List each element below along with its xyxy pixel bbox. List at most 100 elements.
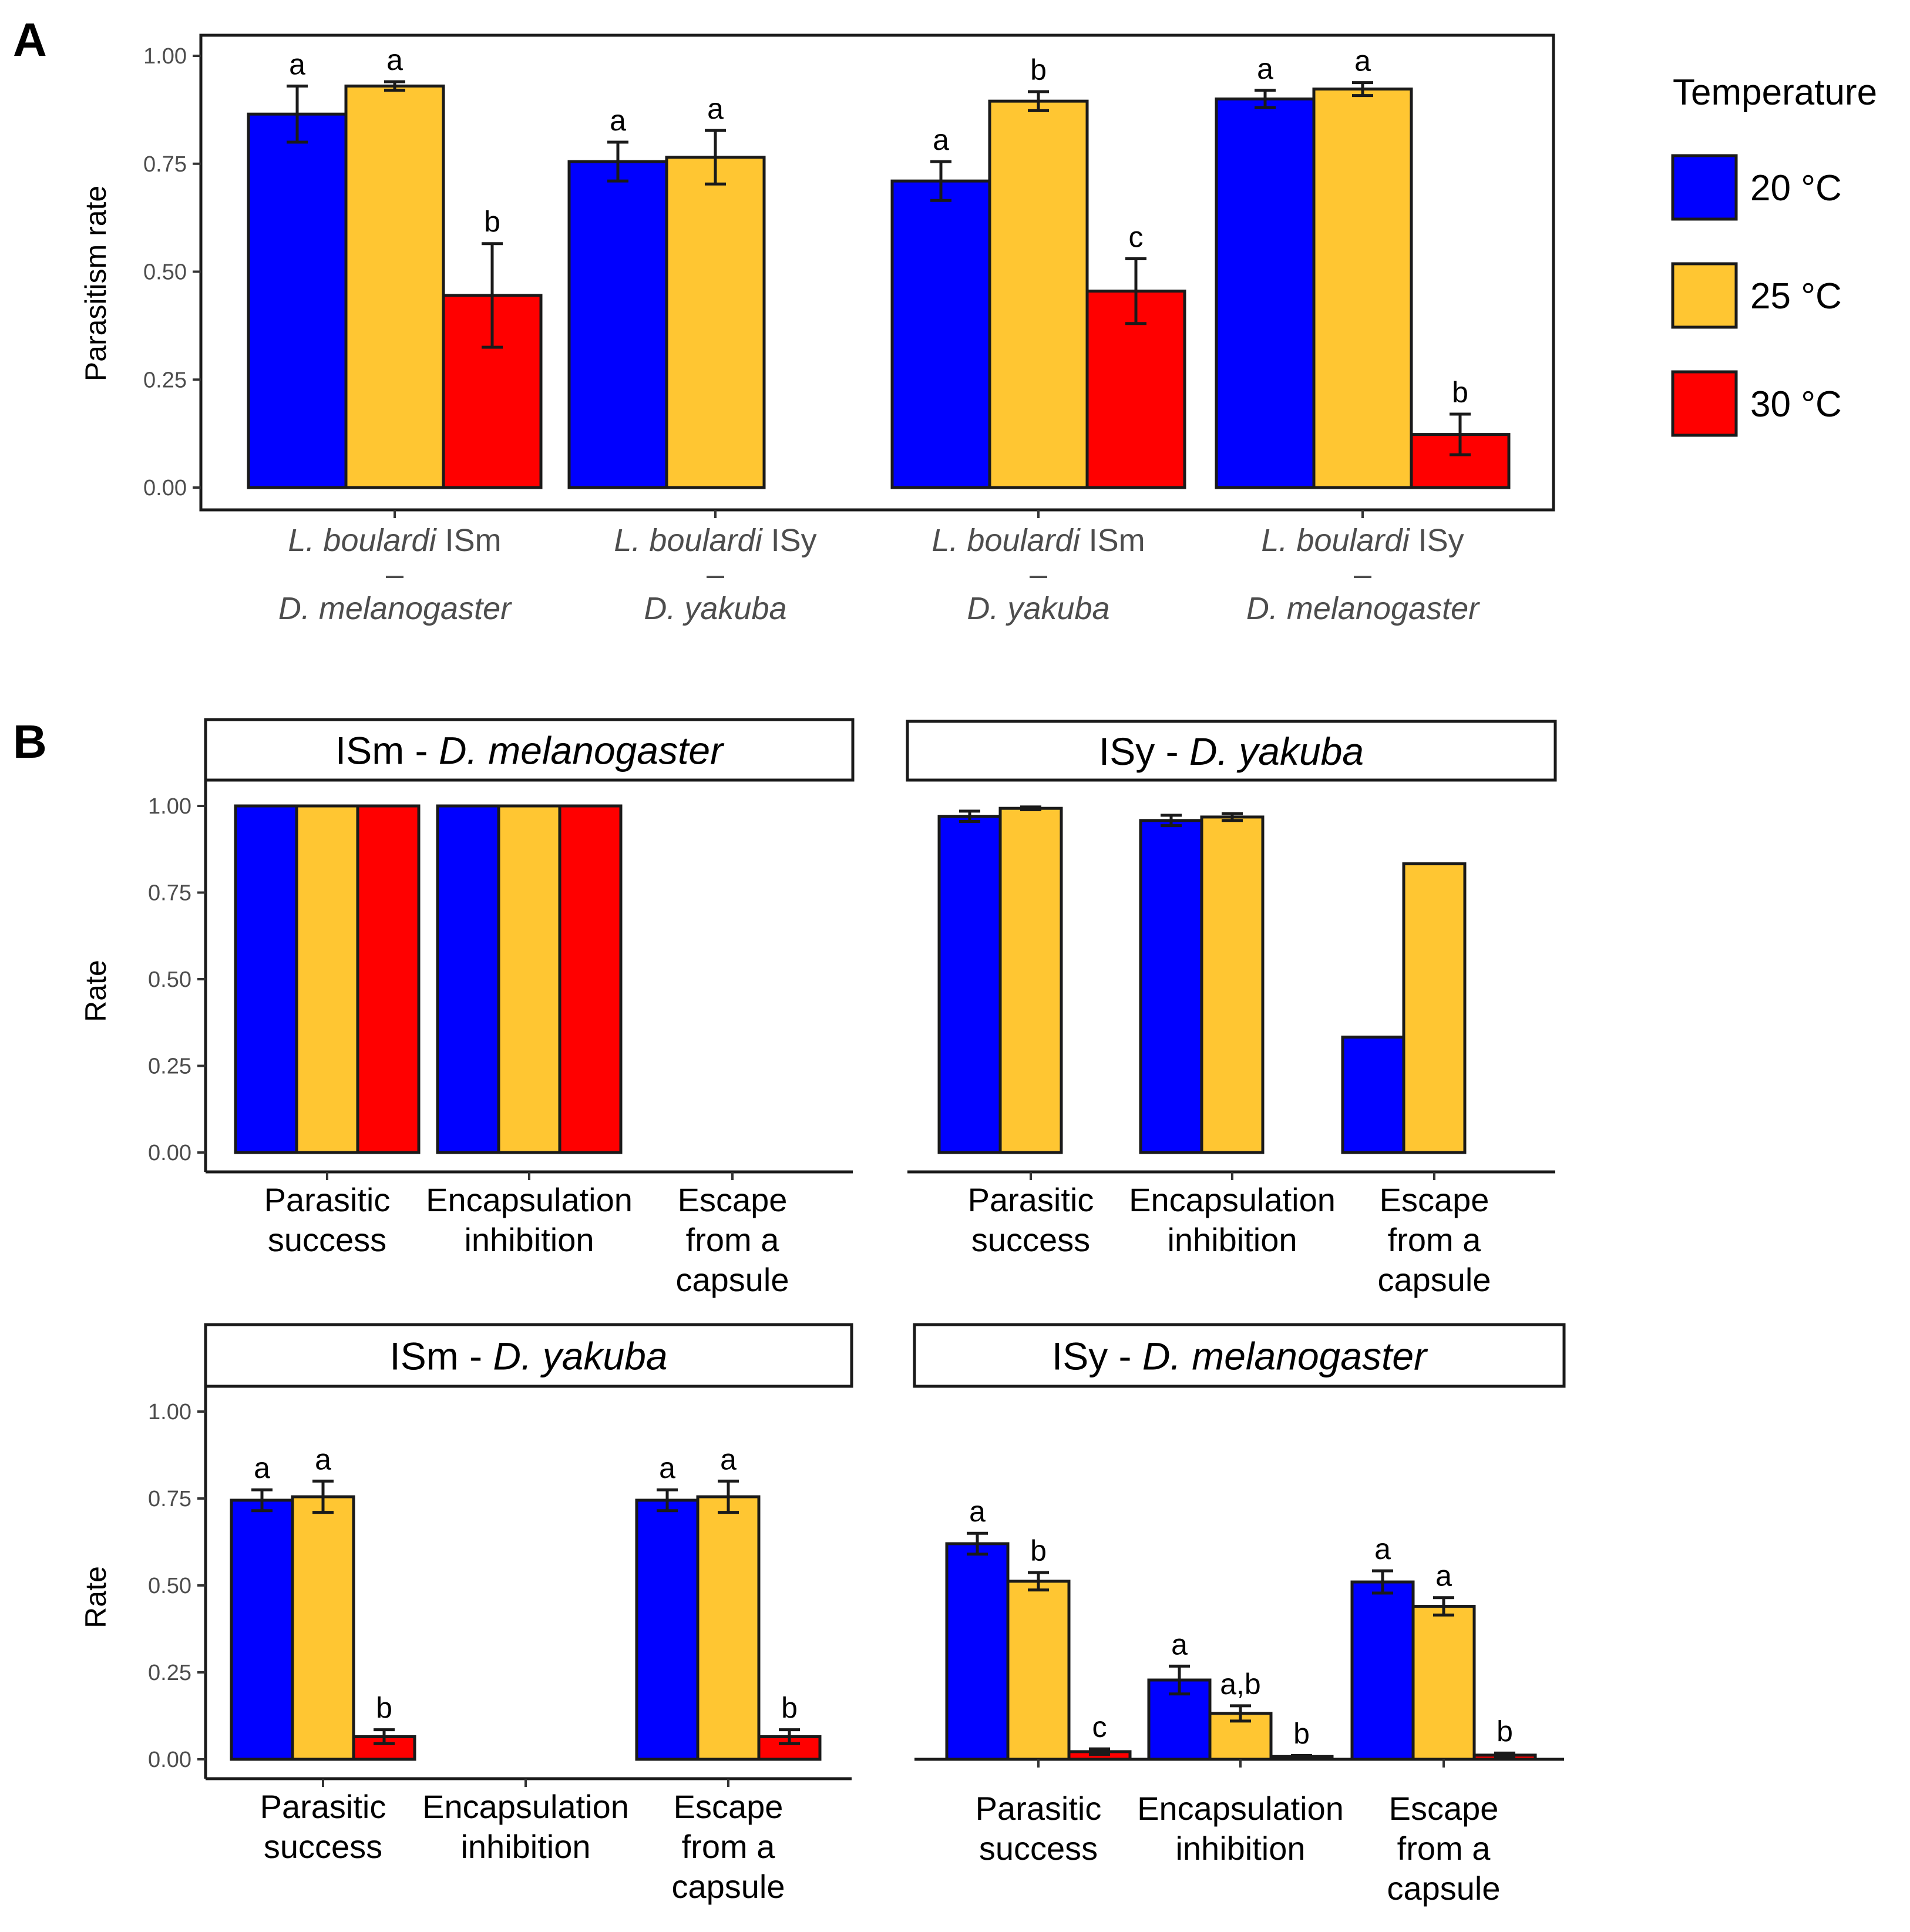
x-category-label: success <box>264 1828 382 1865</box>
bar-25c <box>295 804 359 1154</box>
x-category-strain: – <box>1354 557 1371 592</box>
significance-letter: a <box>254 1451 270 1484</box>
x-category-species: L. boulardi <box>932 523 1081 558</box>
y-tick-label: 0.50 <box>143 260 187 285</box>
bar-20c <box>937 815 1002 1154</box>
bar-20c <box>247 112 348 489</box>
bar-20c <box>1139 819 1203 1154</box>
y-tick-label: 0.00 <box>143 476 187 500</box>
x-category-label: inhibition <box>460 1828 590 1865</box>
significance-letter: c <box>1129 220 1144 253</box>
bar-25c <box>1200 815 1265 1154</box>
y-tick-label: 0.75 <box>143 152 187 177</box>
chart-a-parasitism-rate: 0.00 0.25 0.50 0.75 1.00 Parasitism rate a a b L.… <box>79 33 1555 626</box>
facet-strip-title: ISy - D. yakuba <box>1099 730 1364 773</box>
x-category-species: D. melanogaster <box>1246 591 1480 626</box>
x-category-label: capsule <box>675 1261 789 1298</box>
facet-strip-title: ISy - D. melanogaster <box>1052 1335 1428 1378</box>
significance-letter: b <box>1497 1715 1513 1748</box>
x-category-label: capsule <box>1377 1261 1491 1298</box>
panel-label-b: B <box>13 715 47 768</box>
significance-letter: a <box>933 123 949 156</box>
significance-letter: a,b <box>1220 1668 1261 1701</box>
significance-letter: a <box>707 92 724 125</box>
x-category-label: – <box>1030 557 1047 592</box>
bar-20c <box>436 804 500 1154</box>
x-category-label: D. yakuba <box>967 591 1109 626</box>
bar-25c <box>291 1495 355 1761</box>
x-category-label: Escape <box>1380 1181 1489 1218</box>
x-category-label: L. boulardi ISy <box>1261 523 1464 558</box>
significance-letter: a <box>659 1451 675 1484</box>
legend-key-25c <box>1671 262 1738 329</box>
significance-letter: a <box>610 104 626 137</box>
legend-key-30c <box>1671 370 1738 437</box>
x-category-strain: ISm <box>436 523 502 558</box>
x-category-label: L. boulardi ISm <box>932 523 1145 558</box>
x-category-strain: ISm <box>1080 523 1145 558</box>
y-tick-label: 0.25 <box>143 368 187 392</box>
x-category-label: from a <box>682 1828 776 1865</box>
x-category-strain: ISy <box>762 523 817 558</box>
facet-strip-species: D. yakuba <box>493 1335 667 1378</box>
significance-letter: b <box>781 1692 798 1725</box>
significance-letter: a <box>1171 1628 1188 1661</box>
significance-letter: b <box>1452 376 1468 409</box>
x-category-label: inhibition <box>1167 1221 1297 1258</box>
x-category-label: Parasitic <box>976 1790 1102 1827</box>
facet-strip-species: D. melanogaster <box>1142 1335 1428 1378</box>
y-tick-label: 0.25 <box>148 1661 191 1685</box>
panel-label-a: A <box>13 14 47 66</box>
y-tick-label: 1.00 <box>148 1400 191 1424</box>
y-tick-label: 0.00 <box>148 1141 191 1165</box>
significance-letter: b <box>1030 53 1047 86</box>
x-category-label: Encapsulation <box>422 1788 629 1825</box>
x-category-strain: – <box>1030 557 1047 592</box>
x-category-species: L. boulardi <box>1261 523 1410 558</box>
bar-30c <box>356 804 421 1154</box>
x-category-label: inhibition <box>1175 1830 1305 1867</box>
x-category-species: D. melanogaster <box>278 591 512 626</box>
bar-25c <box>988 99 1089 489</box>
y-tick-label: 0.50 <box>148 967 191 992</box>
significance-letter: a <box>1354 45 1371 78</box>
x-category-label: from a <box>686 1221 780 1258</box>
legend-title: Temperature <box>1673 72 1877 113</box>
bar-20c <box>635 1498 700 1761</box>
x-category-label: from a <box>1388 1221 1482 1258</box>
x-category-label: Parasitic <box>968 1181 1094 1218</box>
x-category-label: Encapsulation <box>1137 1790 1344 1827</box>
legend-label: 20 °C <box>1750 168 1842 209</box>
bar-20c <box>890 179 991 489</box>
bar-25c <box>665 156 766 489</box>
significance-letter: b <box>376 1692 392 1725</box>
x-category-strain: – <box>707 557 724 592</box>
bar-20c <box>1341 1036 1405 1154</box>
facet-strip-host-wasp: ISm - <box>335 729 439 772</box>
x-category-label: Escape <box>1389 1790 1499 1827</box>
facet-strip-species: D. yakuba <box>1189 730 1364 773</box>
legend-label: 25 °C <box>1750 276 1842 317</box>
significance-letter: b <box>1293 1717 1310 1750</box>
significance-letter: a <box>289 48 305 80</box>
x-category-species: L. boulardi <box>288 523 437 558</box>
x-category-label: Encapsulation <box>1129 1181 1336 1218</box>
x-category-species: L. boulardi <box>614 523 763 558</box>
x-category-label: capsule <box>671 1868 785 1905</box>
facet-strip-host-wasp: ISy - <box>1052 1335 1142 1378</box>
bar-25c <box>998 807 1063 1154</box>
facet-strip-host-wasp: ISm - <box>389 1335 493 1378</box>
x-category-label: Encapsulation <box>426 1181 633 1218</box>
facet-strip <box>204 1323 853 1388</box>
x-category-label: – <box>1354 557 1371 592</box>
bar-25c <box>1312 88 1413 489</box>
x-category-label: success <box>979 1830 1098 1867</box>
y-tick-label: 0.50 <box>148 1574 191 1598</box>
significance-letter: a <box>1257 52 1273 85</box>
x-category-strain: – <box>386 557 403 592</box>
x-category-label: L. boulardi ISm <box>288 523 501 558</box>
significance-letter: a <box>1374 1533 1391 1565</box>
significance-letter: a <box>1435 1560 1452 1592</box>
